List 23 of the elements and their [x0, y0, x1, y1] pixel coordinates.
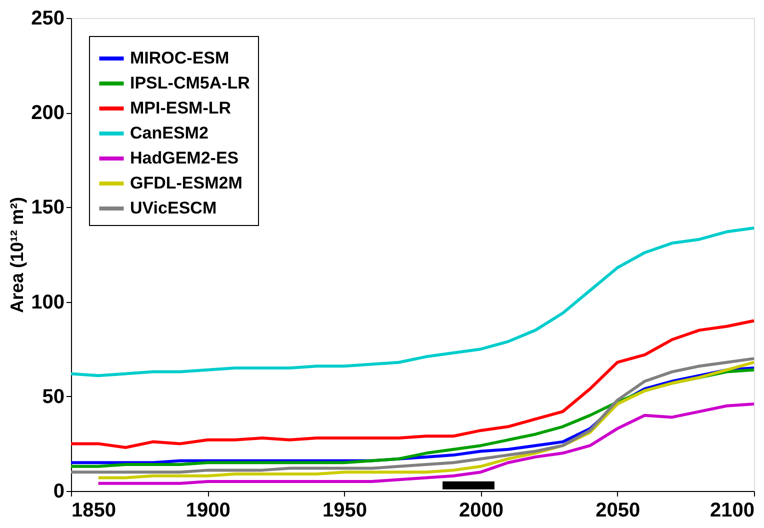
x-tick-label: 2000 [459, 500, 504, 522]
y-axis-title: Area (10¹² m²) [7, 196, 28, 314]
y-tick-label: 150 [31, 196, 64, 219]
legend-label: UVicESCM [130, 198, 217, 218]
legend-label: MIROC-ESM [130, 48, 230, 68]
y-tick-label: 0 [53, 480, 64, 502]
x-tick-label: 2050 [596, 500, 640, 522]
legend-label: MPI-ESM-LR [130, 98, 232, 118]
y-tick-label: 250 [31, 8, 64, 30]
legend-label: HadGEM2-ES [130, 148, 239, 168]
y-tick-label: 100 [31, 291, 64, 314]
line-series [70, 226, 756, 378]
x-tick-label: 1950 [322, 500, 367, 522]
legend-label: GFDL-ESM2M [130, 174, 242, 192]
y-tick-label: 50 [42, 386, 64, 408]
legend-label: IPSL-CM5A-LR [130, 74, 250, 92]
legend-label: CanESM2 [130, 124, 208, 142]
x-tick-label: 1850 [72, 500, 116, 522]
line-series [70, 319, 756, 449]
line-series [96, 402, 756, 485]
x-tick-label: 2100 [710, 500, 754, 522]
x-tick-label: 1900 [186, 500, 230, 522]
y-tick-label: 200 [31, 102, 64, 124]
